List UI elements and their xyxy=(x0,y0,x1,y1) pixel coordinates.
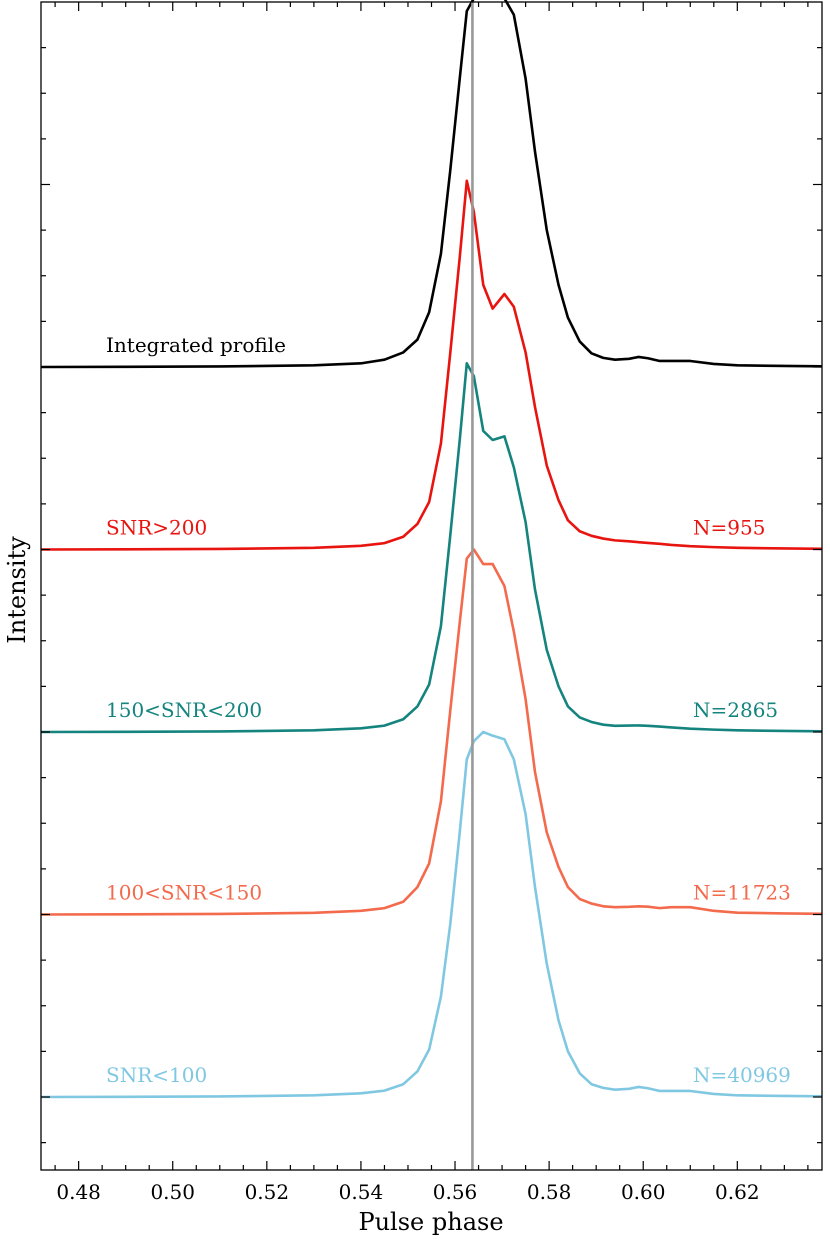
series-label: Integrated profile xyxy=(106,333,286,357)
series-line-150-snr-200 xyxy=(40,362,823,734)
x-tick-label: 0.60 xyxy=(621,1180,666,1204)
series-count-label: N=11723 xyxy=(693,881,791,905)
x-tick-label: 0.62 xyxy=(715,1180,760,1204)
x-axis-title: Pulse phase xyxy=(358,1208,503,1236)
x-tick-label: 0.58 xyxy=(527,1180,572,1204)
series-count-label: N=955 xyxy=(693,516,765,540)
series-label: SNR>200 xyxy=(106,516,207,540)
x-tick-label: 0.54 xyxy=(339,1180,384,1204)
series-layer xyxy=(40,0,823,1099)
series-label: 150<SNR<200 xyxy=(106,698,262,722)
axes-layer: 0.48 0.50 0.52 0.54 0.56 0.58 0.60 0.62 xyxy=(40,1,823,1204)
series-line-100-snr-150 xyxy=(40,548,823,916)
x-tick-label: 0.52 xyxy=(245,1180,290,1204)
series-label-layer: Integrated profile SNR>200 N=955 150<SNR<20… xyxy=(106,333,791,1087)
series-line-snr-100 xyxy=(40,730,823,1099)
series-label: 100<SNR<150 xyxy=(106,881,262,905)
series-count-label: N=2865 xyxy=(693,698,778,722)
series-label: SNR<100 xyxy=(106,1063,207,1087)
series-line-snr-200 xyxy=(40,179,823,551)
series-line-integrated-profile xyxy=(40,0,823,369)
series-count-label: N=40969 xyxy=(693,1063,791,1087)
x-tick-label: 0.50 xyxy=(150,1180,195,1204)
y-axis-title: Intensity xyxy=(3,536,31,644)
x-tick-label: 0.48 xyxy=(56,1180,101,1204)
x-tick-label: 0.56 xyxy=(433,1180,478,1204)
